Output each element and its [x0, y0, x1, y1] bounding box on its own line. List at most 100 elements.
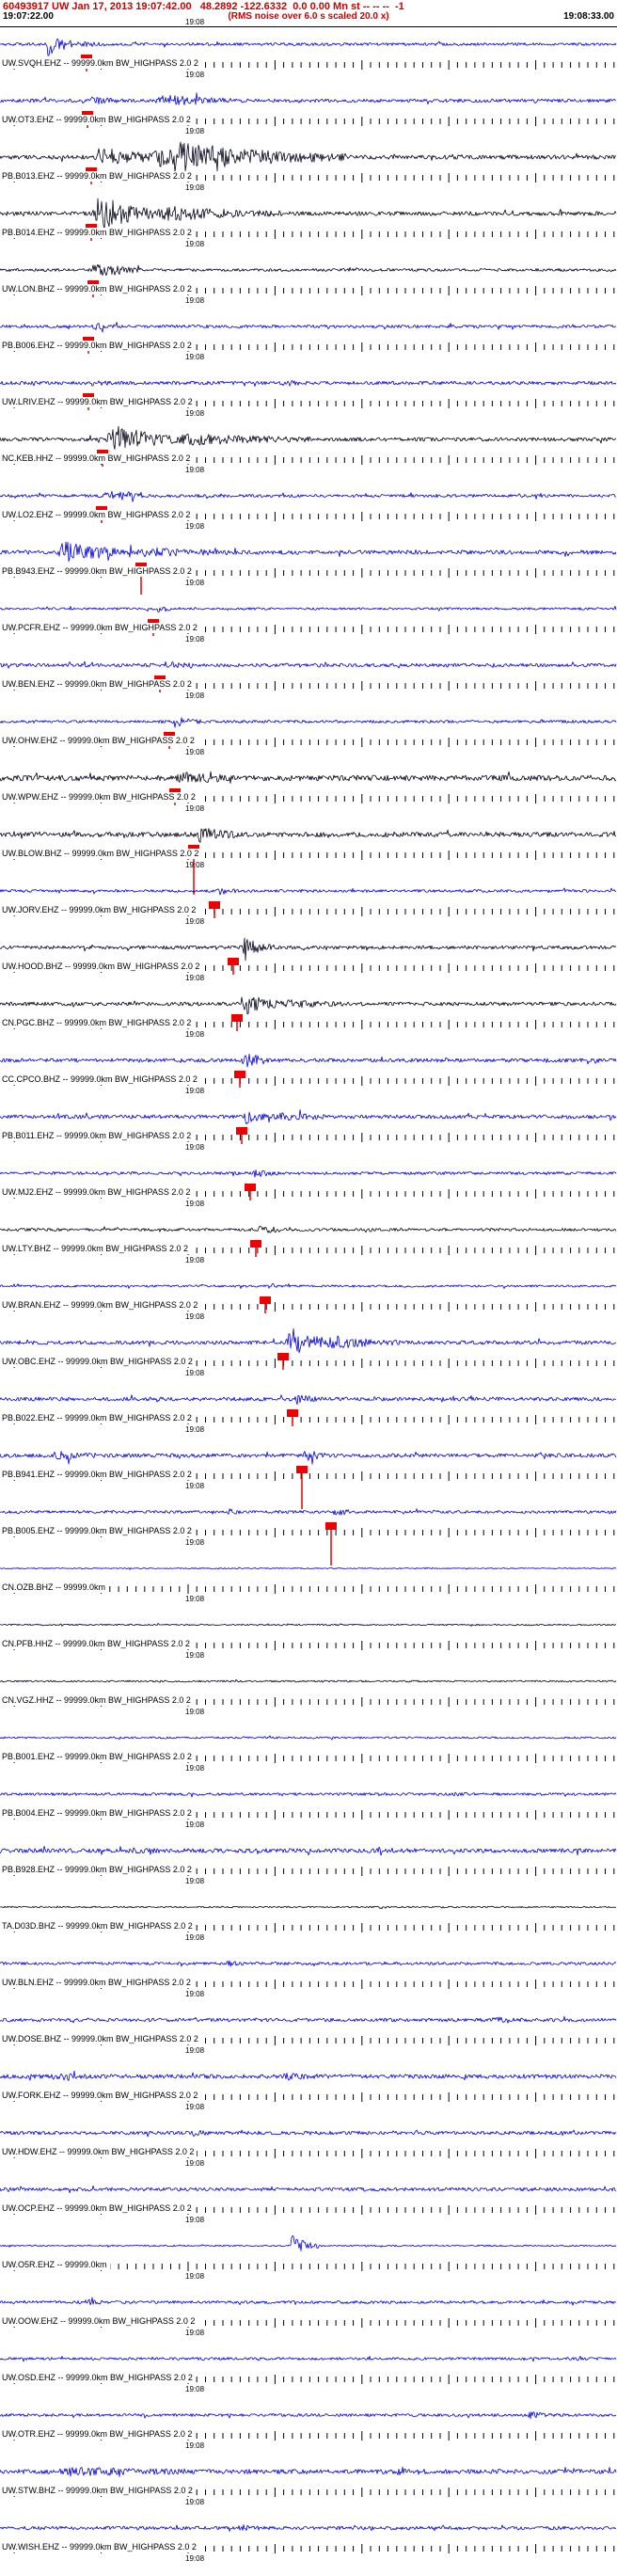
- trace-row[interactable]: UW.OCP.EHZ -- 99999.0km BW_HIGHPASS 2.0 …: [0, 2172, 617, 2229]
- waveform-canvas[interactable]: [0, 27, 617, 84]
- seismogram-trace[interactable]: [0, 887, 617, 896]
- trace-row[interactable]: UW.DOSE.BHZ -- 99999.0km BW_HIGHPASS 2.0…: [0, 2003, 617, 2059]
- seismogram-trace[interactable]: [0, 2185, 617, 2194]
- seismogram-trace[interactable]: [0, 1845, 617, 1856]
- waveform-canvas[interactable]: [0, 253, 617, 310]
- waveform-canvas[interactable]: [0, 535, 617, 595]
- waveform-canvas[interactable]: [0, 648, 617, 705]
- seismogram-trace[interactable]: [0, 2070, 617, 2081]
- trace-row[interactable]: PB.B013.EHZ -- 99999.0km BW_HIGHPASS 2.0…: [0, 140, 617, 197]
- seismogram-trace[interactable]: [0, 541, 617, 563]
- seismogram-trace[interactable]: [0, 425, 617, 450]
- waveform-canvas[interactable]: [0, 874, 617, 930]
- waveform-canvas[interactable]: [0, 2398, 617, 2455]
- trace-row[interactable]: CN.PFB.HHZ -- 99999.0km BW_HIGHPASS 2.0 …: [0, 1608, 617, 1664]
- waveform-canvas[interactable]: [0, 1947, 617, 2003]
- seismogram-trace[interactable]: [0, 1109, 617, 1125]
- phase-pick-marker[interactable]: [234, 1071, 245, 1078]
- trace-row[interactable]: UW.OHW.EHZ -- 99999.0km BW_HIGHPASS 2.0 …: [0, 705, 617, 761]
- waveform-canvas[interactable]: [0, 2229, 617, 2285]
- trace-row[interactable]: TA.D03D.BHZ -- 99999.0km BW_HIGHPASS 2.0…: [0, 1890, 617, 1947]
- seismogram-trace[interactable]: [0, 1622, 617, 1627]
- seismogram-trace[interactable]: [0, 2234, 617, 2251]
- seismogram-trace[interactable]: [0, 2355, 617, 2362]
- seismogram-trace[interactable]: [0, 322, 617, 333]
- trace-row[interactable]: PB.B001.EHZ -- 99999.0km BW_HIGHPASS 2.0…: [0, 1721, 617, 1777]
- trace-row[interactable]: UW.O5R.EHZ -- 99999.0km 19:08: [0, 2229, 617, 2285]
- waveform-canvas[interactable]: [0, 140, 617, 197]
- waveform-canvas[interactable]: [0, 366, 617, 422]
- waveform-canvas[interactable]: [0, 1890, 617, 1947]
- seismogram-trace[interactable]: [0, 1566, 617, 1570]
- trace-row[interactable]: UW.HDW.EHZ -- 99999.0km BW_HIGHPASS 2.0 …: [0, 2116, 617, 2172]
- seismogram-trace[interactable]: [0, 1960, 617, 1967]
- waveform-canvas[interactable]: [0, 2003, 617, 2059]
- waveform-canvas[interactable]: [0, 761, 617, 818]
- trace-row[interactable]: UW.BLOW.BHZ -- 99999.0km BW_HIGHPASS 2.0…: [0, 818, 617, 895]
- waveform-canvas[interactable]: [0, 1043, 617, 1100]
- trace-row[interactable]: PB.B943.EHZ -- 99999.0km BW_HIGHPASS 2.0…: [0, 535, 617, 595]
- seismogram-trace[interactable]: [0, 1905, 617, 1910]
- waveform-canvas[interactable]: [0, 1834, 617, 1890]
- waveform-canvas[interactable]: [0, 1495, 617, 1566]
- seismogram-trace[interactable]: [0, 937, 617, 962]
- waveform-canvas[interactable]: [0, 2511, 617, 2568]
- seismogram-trace[interactable]: [0, 1735, 617, 1741]
- trace-row[interactable]: PB.B928.EHZ -- 99999.0km BW_HIGHPASS 2.0…: [0, 1834, 617, 1890]
- seismogram-trace[interactable]: [0, 2297, 617, 2306]
- seismogram-trace[interactable]: [0, 1053, 617, 1068]
- trace-row[interactable]: UW.MJ2.EHZ -- 99999.0km BW_HIGHPASS 2.0 …: [0, 1156, 617, 1213]
- seismogram-trace[interactable]: [0, 1508, 617, 1516]
- phase-pick-marker[interactable]: [236, 1127, 247, 1135]
- trace-row[interactable]: CN.PGC.BHZ -- 99999.0km BW_HIGHPASS 2.0 …: [0, 987, 617, 1043]
- trace-row[interactable]: UW.PCFR.EHZ -- 99999.0km BW_HIGHPASS 2.0…: [0, 592, 617, 648]
- seismogram-trace[interactable]: [0, 92, 617, 105]
- waveform-canvas[interactable]: [0, 310, 617, 366]
- waveform-canvas[interactable]: [0, 2116, 617, 2172]
- waveform-canvas[interactable]: [0, 1664, 617, 1721]
- seismogram-trace[interactable]: [0, 1451, 617, 1465]
- waveform-canvas[interactable]: [0, 1608, 617, 1664]
- waveform-canvas[interactable]: [0, 1777, 617, 1834]
- seismogram-trace[interactable]: [0, 1169, 617, 1178]
- trace-row[interactable]: UW.LRIV.EHZ -- 99999.0km BW_HIGHPASS 2.0…: [0, 366, 617, 422]
- phase-pick-marker[interactable]: [245, 1184, 256, 1191]
- phase-pick-marker[interactable]: [209, 901, 220, 909]
- seismogram-trace[interactable]: [0, 660, 617, 669]
- seismogram-trace[interactable]: [0, 605, 617, 612]
- waveform-canvas[interactable]: [0, 592, 617, 648]
- waveform-canvas[interactable]: [0, 1100, 617, 1156]
- waveform-canvas[interactable]: [0, 1269, 617, 1326]
- waveform-canvas[interactable]: [0, 84, 617, 140]
- waveform-canvas[interactable]: [0, 1382, 617, 1439]
- trace-row[interactable]: UW.LON.BHZ -- 99999.0km BW_HIGHPASS 2.0 …: [0, 253, 617, 310]
- seismogram-trace[interactable]: [0, 2466, 617, 2477]
- trace-row[interactable]: UW.STW.BHZ -- 99999.0km BW_HIGHPASS 2.0 …: [0, 2455, 617, 2511]
- seismogram-trace[interactable]: [0, 38, 617, 56]
- trace-row[interactable]: PB.B004.EHZ -- 99999.0km BW_HIGHPASS 2.0…: [0, 1777, 617, 1834]
- trace-row[interactable]: CN.OZB.BHZ -- 99999.0km 19:08: [0, 1551, 617, 1608]
- trace-row[interactable]: UW.WPW.EHZ -- 99999.0km BW_HIGHPASS 2.0 …: [0, 761, 617, 818]
- trace-row[interactable]: PB.B011.EHZ -- 99999.0km BW_HIGHPASS 2.0…: [0, 1100, 617, 1156]
- trace-row[interactable]: UW.LTY.BHZ -- 99999.0km BW_HIGHPASS 2.0 …: [0, 1213, 617, 1269]
- phase-pick-marker[interactable]: [325, 1522, 337, 1530]
- seismogram-trace[interactable]: [0, 198, 617, 230]
- waveform-canvas[interactable]: [0, 1326, 617, 1382]
- waveform-canvas[interactable]: [0, 1213, 617, 1269]
- seismogram-trace[interactable]: [0, 380, 617, 387]
- waveform-canvas[interactable]: [0, 2172, 617, 2229]
- seismogram-trace[interactable]: [0, 1328, 617, 1354]
- seismogram-trace[interactable]: [0, 2015, 617, 2024]
- trace-row[interactable]: UW.OBC.EHZ -- 99999.0km BW_HIGHPASS 2.0 …: [0, 1326, 617, 1382]
- waveform-canvas[interactable]: [0, 197, 617, 253]
- seismogram-trace[interactable]: [0, 996, 617, 1015]
- seismogram-trace[interactable]: [0, 1678, 617, 1683]
- seismogram-trace[interactable]: [0, 717, 617, 728]
- waveform-canvas[interactable]: [0, 1439, 617, 1509]
- waveform-canvas[interactable]: [0, 705, 617, 761]
- seismogram-trace[interactable]: [0, 1394, 617, 1406]
- waveform-canvas[interactable]: [0, 930, 617, 987]
- phase-pick-marker[interactable]: [228, 958, 239, 965]
- trace-row[interactable]: UW.OSD.EHZ -- 99999.0km BW_HIGHPASS 2.0 …: [0, 2342, 617, 2398]
- waveform-canvas[interactable]: [0, 2059, 617, 2116]
